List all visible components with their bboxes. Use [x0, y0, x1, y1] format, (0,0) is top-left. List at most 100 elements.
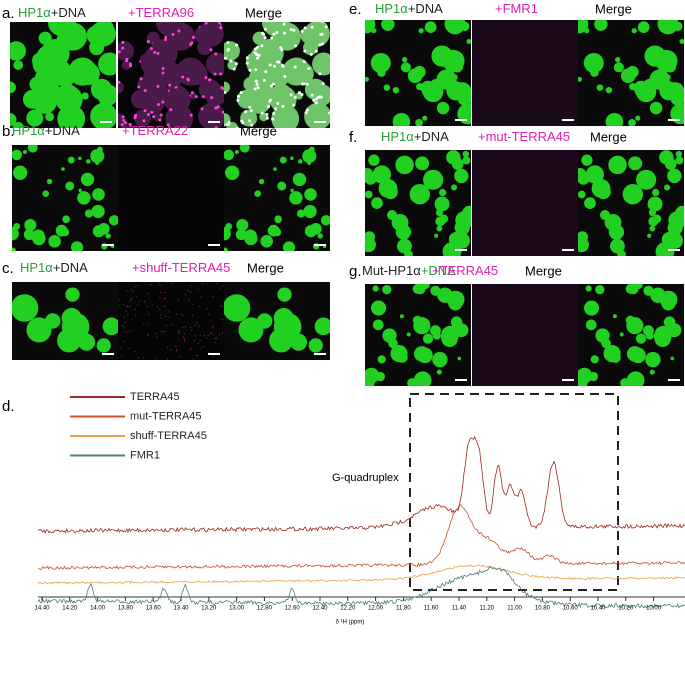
- droplet: [628, 119, 636, 126]
- spot: [304, 111, 308, 115]
- spot: [283, 75, 287, 79]
- droplet: [462, 205, 471, 221]
- droplet: [391, 214, 409, 231]
- droplet: [371, 197, 383, 209]
- droplet: [77, 62, 100, 86]
- noise: [207, 335, 209, 337]
- noise: [195, 322, 197, 324]
- droplet: [273, 167, 277, 171]
- droplet: [431, 45, 453, 67]
- spot: [133, 116, 137, 120]
- droplet: [121, 60, 132, 70]
- droplet: [32, 231, 46, 246]
- title-part: HP1α: [20, 260, 53, 275]
- noise: [214, 338, 216, 340]
- spot: [227, 122, 231, 126]
- x-tick-label: 11.00: [507, 606, 522, 612]
- noise: [223, 284, 224, 286]
- droplet: [95, 161, 99, 166]
- spot: [263, 27, 267, 31]
- droplet: [12, 149, 22, 161]
- micrograph: [578, 20, 684, 126]
- droplet: [588, 371, 599, 382]
- spot: [329, 55, 330, 58]
- spot: [125, 59, 129, 63]
- spot: [143, 89, 147, 93]
- noise: [127, 331, 129, 333]
- merge-title: Merge: [240, 123, 277, 138]
- droplet: [80, 172, 95, 187]
- noise: [143, 301, 145, 303]
- spot: [139, 77, 143, 81]
- droplet: [111, 215, 118, 222]
- droplet: [620, 68, 636, 84]
- image-content: [365, 20, 471, 126]
- spot: [123, 121, 127, 125]
- droplet: [365, 190, 373, 199]
- droplet: [645, 331, 654, 340]
- title-part: +DNA: [51, 5, 86, 20]
- droplet: [118, 41, 134, 61]
- image-bg: [472, 284, 578, 386]
- droplet: [84, 209, 94, 218]
- noise: [127, 305, 129, 307]
- droplet: [631, 28, 637, 34]
- droplet: [432, 331, 441, 340]
- droplet: [372, 165, 391, 184]
- droplet: [637, 21, 650, 33]
- noise: [201, 282, 203, 284]
- spot: [235, 126, 239, 128]
- micrograph: [10, 22, 116, 128]
- spot: [275, 31, 279, 35]
- droplet: [246, 50, 272, 77]
- noise: [179, 356, 181, 358]
- noise: [221, 332, 223, 334]
- droplet: [670, 90, 684, 106]
- noise: [129, 300, 131, 302]
- droplet: [437, 287, 453, 303]
- spot: [314, 101, 318, 105]
- droplet: [451, 61, 463, 73]
- x-tick-label: 14.00: [90, 606, 106, 612]
- legend-label: TERRA45: [130, 391, 180, 403]
- droplet: [432, 351, 448, 368]
- spot: [303, 49, 307, 53]
- droplet: [46, 178, 53, 185]
- droplet: [307, 161, 311, 166]
- noise: [180, 313, 182, 315]
- noise: [204, 335, 206, 337]
- droplet: [372, 285, 379, 292]
- spot: [293, 95, 297, 99]
- droplet: [382, 285, 392, 295]
- droplet: [365, 367, 380, 384]
- noise: [202, 345, 204, 347]
- droplet: [13, 223, 21, 230]
- droplet: [667, 168, 682, 184]
- noise: [188, 299, 190, 301]
- droplet: [454, 223, 463, 232]
- droplet: [392, 86, 400, 94]
- noise: [178, 332, 180, 334]
- noise: [143, 323, 145, 325]
- droplet: [312, 52, 330, 76]
- title-part: +FMR1: [495, 1, 538, 16]
- spot: [297, 91, 301, 95]
- spot: [177, 29, 181, 33]
- image-content: [118, 22, 224, 128]
- noise: [209, 332, 211, 334]
- droplet: [595, 285, 605, 295]
- droplet: [424, 21, 437, 33]
- droplet: [198, 22, 224, 47]
- droplet: [605, 86, 613, 94]
- droplet: [613, 62, 624, 73]
- droplet: [12, 294, 39, 322]
- legend-label: mut-TERRA45: [130, 410, 202, 422]
- droplet: [118, 81, 124, 94]
- droplet: [308, 338, 323, 353]
- spot: [273, 64, 277, 68]
- x-tick-label: 14.40: [34, 606, 50, 612]
- noise: [178, 299, 180, 301]
- droplet: [648, 208, 657, 217]
- droplet: [601, 338, 611, 349]
- droplet: [92, 188, 105, 201]
